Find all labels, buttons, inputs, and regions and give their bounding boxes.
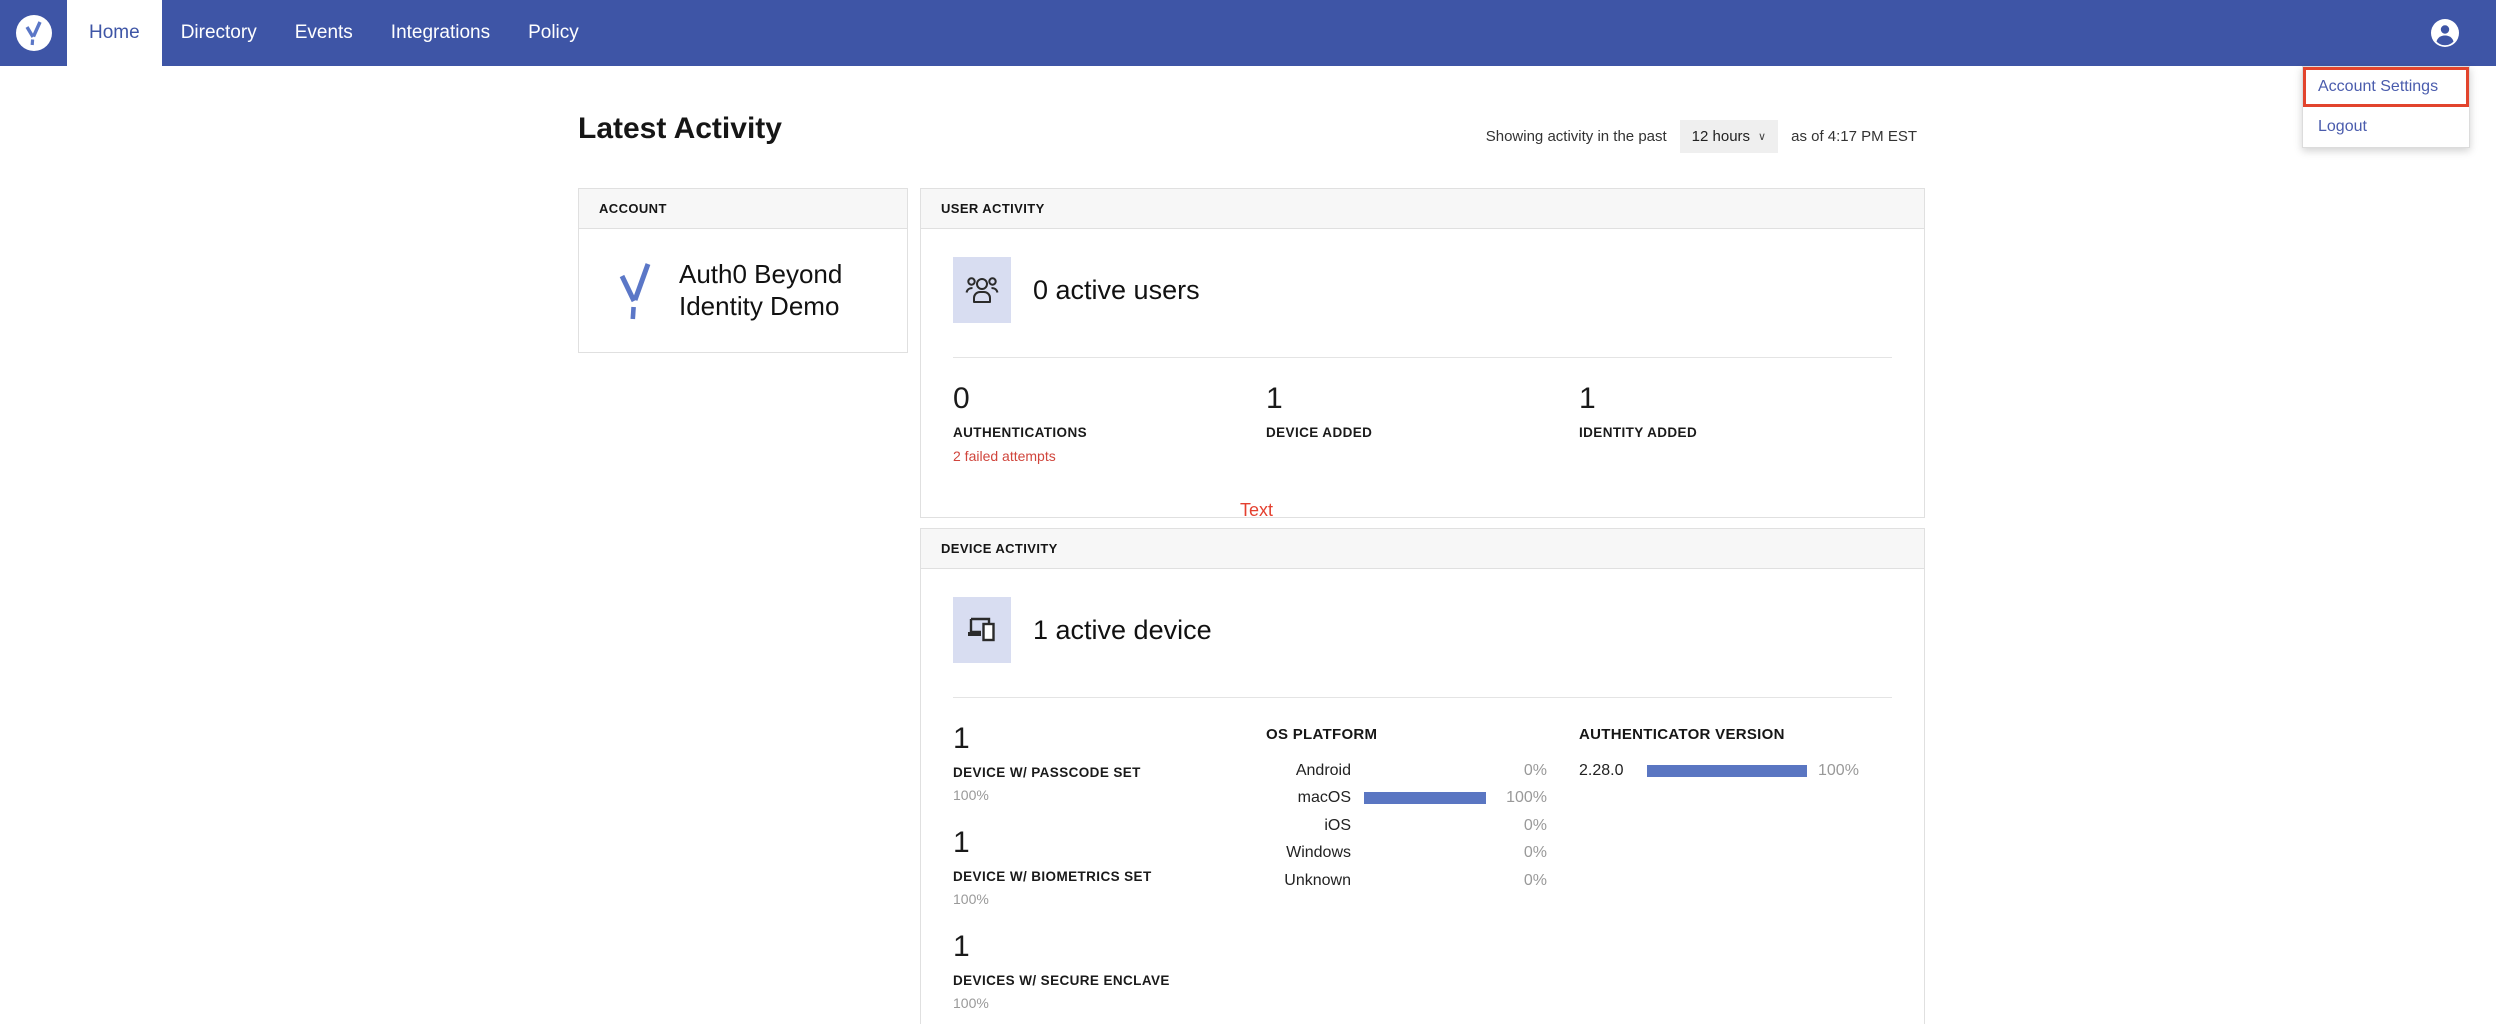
stat-value: 1 <box>953 826 970 859</box>
os-percent: 0% <box>1523 871 1547 889</box>
stat-label: IDENTITY ADDED <box>1579 425 1698 440</box>
os-label: macOS <box>1297 789 1351 807</box>
nav-item-policy[interactable]: Policy <box>528 22 579 43</box>
users-icon-tile <box>953 257 1011 323</box>
stat-percent: 100% <box>953 787 989 803</box>
os-row-android: Android 0% <box>1266 757 1579 785</box>
nav-item-home[interactable]: Home <box>67 0 162 66</box>
stat-label: AUTHENTICATIONS <box>953 425 1087 440</box>
account-card-header: ACCOUNT <box>579 189 907 229</box>
nav-item-directory[interactable]: Directory <box>180 22 257 43</box>
account-card: ACCOUNT Auth0 Beyond Identity Demo <box>578 188 908 353</box>
as-of-timestamp: as of 4:17 PM EST <box>1791 128 1917 145</box>
user-activity-body: 0 active users 0 AUTHENTICATIONS 2 faile… <box>921 229 1924 464</box>
version-label: 2.28.0 <box>1579 761 1624 779</box>
bar-track <box>1364 820 1486 832</box>
os-row-unknown: Unknown 0% <box>1266 867 1579 895</box>
bar-track <box>1364 847 1486 859</box>
user-avatar-button[interactable] <box>2430 18 2460 48</box>
stat-percent: 100% <box>953 891 989 907</box>
annotation-text: Text <box>1240 500 1274 520</box>
nav-item-integrations[interactable]: Integrations <box>390 22 491 43</box>
devices-icon-tile <box>953 597 1011 663</box>
stat-device-added: 1 DEVICE ADDED <box>1266 382 1579 464</box>
menu-item-account-settings[interactable]: Account Settings <box>2303 67 2469 107</box>
device-activity-columns: 1 DEVICE W/ PASSCODE SET 100% 1 DEVICE W… <box>953 722 1892 1024</box>
chevron-down-icon: ∨ <box>1758 131 1767 143</box>
divider <box>953 697 1892 698</box>
stat-percent: 100% <box>953 995 989 1011</box>
stat-value: 1 <box>953 930 970 963</box>
stat-label: DEVICE W/ BIOMETRICS SET <box>953 869 1152 884</box>
version-percent: 100% <box>1818 761 1859 779</box>
menu-item-logout[interactable]: Logout <box>2318 118 2367 135</box>
bar-track <box>1364 792 1486 805</box>
time-range-select[interactable]: 12 hours ∨ <box>1679 120 1779 153</box>
authenticator-version-row: 2.28.0 100% <box>1579 757 1892 785</box>
stat-value: 1 <box>1266 382 1283 415</box>
stat-label: DEVICE W/ PASSCODE SET <box>953 765 1141 780</box>
os-row-ios: iOS 0% <box>1266 812 1579 840</box>
stat-value: 1 <box>1579 382 1596 415</box>
devices-icon <box>968 617 995 642</box>
authenticator-version-column: AUTHENTICATOR VERSION 2.28.0 100% <box>1579 722 1892 1024</box>
stat-label: DEVICE ADDED <box>1266 425 1373 440</box>
bar-track <box>1647 764 1807 777</box>
account-name: Auth0 Beyond Identity Demo <box>679 259 843 321</box>
os-percent: 0% <box>1523 761 1547 779</box>
stat-label: DEVICES W/ SECURE ENCLAVE <box>953 973 1170 988</box>
os-percent: 0% <box>1523 844 1547 862</box>
user-activity-card: USER ACTIVITY 0 active users <box>920 188 1925 518</box>
stat-passcode: 1 DEVICE W/ PASSCODE SET 100% <box>953 722 1266 803</box>
nav-item-events[interactable]: Events <box>294 22 353 43</box>
active-users-summary: 0 active users <box>953 257 1892 323</box>
os-label: iOS <box>1324 816 1351 834</box>
users-icon <box>965 277 999 303</box>
activity-filter-row: Showing activity in the past 12 hours ∨ … <box>1486 120 1917 153</box>
account-card-body: Auth0 Beyond Identity Demo <box>579 229 907 353</box>
failed-attempts-note: 2 failed attempts <box>953 448 1056 464</box>
active-devices-count: 1 active device <box>1033 614 1212 645</box>
beyond-identity-logo[interactable] <box>16 15 52 51</box>
bar-fill <box>1364 792 1486 805</box>
os-label: Windows <box>1286 844 1351 862</box>
os-label: Android <box>1295 761 1351 779</box>
device-activity-body: 1 active device 1 DEVICE W/ PASSCODE SET… <box>921 569 1924 1024</box>
stat-value: 0 <box>953 382 970 415</box>
filter-prefix-label: Showing activity in the past <box>1485 128 1667 145</box>
bar-track <box>1364 875 1486 887</box>
user-dropdown-menu: Account Settings Logout <box>2302 66 2470 148</box>
bar-fill <box>1647 764 1807 777</box>
os-percent: 100% <box>1506 789 1547 807</box>
device-activity-card: DEVICE ACTIVITY 1 active device <box>920 528 1925 1024</box>
os-row-windows: Windows 0% <box>1266 840 1579 868</box>
user-activity-stats: 0 AUTHENTICATIONS 2 failed attempts 1 DE… <box>953 382 1892 464</box>
os-platform-header: OS PLATFORM <box>1266 726 1378 743</box>
os-label: Unknown <box>1284 871 1351 889</box>
brand-check-icon <box>25 21 42 46</box>
stat-identity-added: 1 IDENTITY ADDED <box>1579 382 1892 464</box>
time-range-value: 12 hours <box>1691 128 1751 145</box>
beyond-identity-check-icon <box>619 263 651 320</box>
stat-authentications: 0 AUTHENTICATIONS 2 failed attempts <box>953 382 1266 464</box>
top-nav-bar: Home Directory Events Integrations Polic… <box>0 0 2496 66</box>
authenticator-version-header: AUTHENTICATOR VERSION <box>1579 726 1785 743</box>
os-row-macos: macOS 100% <box>1266 785 1579 813</box>
user-activity-header: USER ACTIVITY <box>921 189 1924 229</box>
nav-items: Home Directory Events Integrations Polic… <box>67 0 598 66</box>
bar-track <box>1364 765 1486 777</box>
page-title: Latest Activity <box>578 112 782 145</box>
active-users-count: 0 active users <box>1033 274 1200 305</box>
active-devices-summary: 1 active device <box>953 597 1892 663</box>
os-platform-column: OS PLATFORM Android 0% macOS 100% iOS <box>1266 722 1579 1024</box>
stat-secure-enclave: 1 DEVICES W/ SECURE ENCLAVE 100% <box>953 930 1266 1011</box>
device-activity-header: DEVICE ACTIVITY <box>921 529 1924 569</box>
divider <box>953 357 1892 358</box>
device-stats-column: 1 DEVICE W/ PASSCODE SET 100% 1 DEVICE W… <box>953 722 1266 1024</box>
os-percent: 0% <box>1523 816 1547 834</box>
stat-value: 1 <box>953 722 970 755</box>
avatar-icon <box>2431 19 2459 47</box>
stat-biometrics: 1 DEVICE W/ BIOMETRICS SET 100% <box>953 826 1266 907</box>
